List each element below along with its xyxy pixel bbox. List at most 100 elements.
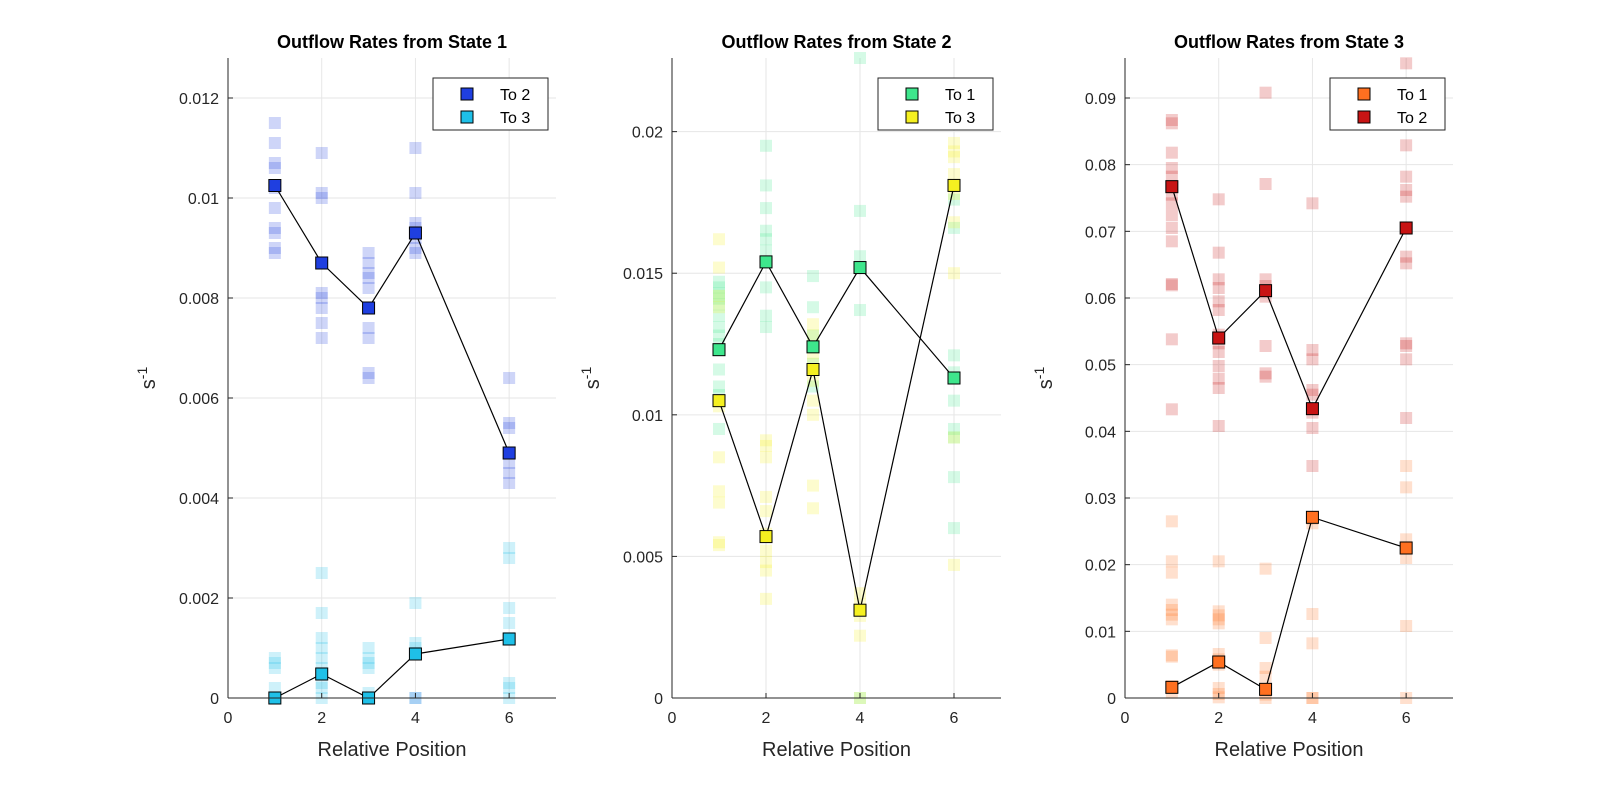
scatter-point: [1400, 460, 1413, 472]
scatter-point: [760, 556, 772, 569]
chart-title: Outflow Rates from State 1: [277, 32, 507, 52]
x-tick-label: 2: [1214, 710, 1223, 727]
scatter-point: [268, 247, 281, 259]
scatter-point: [713, 292, 725, 305]
scatter-point: [1306, 344, 1319, 356]
scatter-point: [315, 317, 328, 329]
scatter-point: [760, 244, 772, 257]
x-axis-label: Relative Position: [318, 739, 467, 761]
scatter-point: [948, 216, 960, 229]
scatter-point: [948, 471, 960, 484]
legend: To 1 To 3: [877, 77, 994, 131]
scatter-point: [1165, 162, 1178, 174]
scatter-point: [315, 302, 328, 314]
mean-marker: [315, 667, 329, 681]
scatter-point: [1212, 304, 1225, 316]
scatter-point: [713, 261, 725, 274]
scatter-point: [948, 349, 960, 362]
mean-marker: [806, 340, 820, 354]
scatter-point: [315, 607, 328, 619]
scatter-point: [807, 394, 819, 407]
mean-marker: [712, 394, 726, 408]
scatter-point: [1400, 170, 1413, 183]
y-tick-label: 0: [210, 691, 219, 708]
scatter-point: [713, 301, 725, 314]
scatter-point: [1212, 273, 1225, 286]
mean-marker: [1259, 284, 1273, 298]
scatter-point: [760, 490, 772, 503]
scatter-point: [503, 682, 516, 694]
scatter-point: [362, 267, 375, 279]
legend-label: To 3: [500, 110, 530, 127]
y-tick-label: 0.02: [632, 125, 663, 142]
y-tick-label: 0.08: [1085, 158, 1116, 175]
y-tick-label: 0.09: [1085, 91, 1116, 108]
scatter-point: [1165, 515, 1178, 528]
y-tick-label: 0.004: [179, 491, 219, 508]
scatter-point: [948, 394, 960, 407]
scatter-point: [362, 662, 375, 674]
scatter-point: [1400, 620, 1413, 632]
x-tick-label: 4: [411, 710, 420, 727]
scatter-point: [1165, 555, 1178, 568]
scatter-point: [1165, 613, 1178, 626]
scatter-point: [1212, 295, 1225, 308]
scatter-point: [1259, 562, 1272, 575]
scatter-point: [807, 329, 819, 342]
scatter-point: [362, 367, 375, 379]
scatter-point: [1400, 353, 1413, 366]
mean-marker: [408, 647, 422, 661]
y-tick-label: 0.01: [188, 191, 219, 208]
mean-marker: [853, 603, 867, 617]
scatter-point: [713, 422, 725, 435]
scatter-point: [1165, 222, 1178, 234]
scatter-point: [315, 332, 328, 344]
legend-box: [432, 77, 549, 131]
scatter-point: [948, 221, 960, 234]
y-tick-label: 0.006: [179, 391, 219, 408]
scatter-point: [1259, 178, 1272, 190]
scatter-point: [1400, 57, 1413, 70]
y-axis-label: s-1: [1031, 367, 1057, 390]
scatter-point: [1165, 649, 1178, 662]
scatter-point: [409, 247, 422, 259]
mean-marker: [1212, 655, 1226, 669]
scatter-point: [1400, 552, 1413, 564]
scatter-point: [713, 329, 725, 342]
scatter-point: [854, 52, 866, 64]
scatter-point: [1165, 278, 1178, 290]
scatter-point: [268, 652, 281, 664]
scatter-point: [1306, 608, 1319, 620]
y-tick-label: 0.008: [179, 291, 219, 308]
scatter-point: [854, 250, 866, 263]
scatter-point: [760, 281, 772, 294]
scatter-point: [409, 142, 422, 154]
y-tick-label: 0.005: [623, 549, 663, 566]
scatter-point: [1165, 117, 1178, 130]
scatter-point: [760, 202, 772, 215]
scatter-point: [760, 179, 772, 192]
scatter-point: [1306, 353, 1319, 366]
scatter-point: [1400, 184, 1413, 196]
scatter-point: [315, 682, 328, 694]
scatter-point: [1259, 370, 1272, 383]
y-tick-label: 0.015: [623, 266, 663, 283]
scatter-point: [1212, 382, 1225, 394]
scatter-point: [1306, 197, 1319, 210]
scatter-point: [1165, 608, 1178, 621]
scatter-point: [1212, 682, 1225, 694]
legend-label: To 3: [945, 110, 975, 127]
scatter-point: [268, 657, 281, 669]
scatter-point: [362, 257, 375, 269]
scatter-point: [503, 457, 516, 469]
scatter-point: [760, 321, 772, 334]
scatter-point: [362, 332, 375, 344]
scatter-point: [1400, 139, 1413, 152]
scatter-point: [1212, 346, 1225, 358]
scatter-point: [760, 233, 772, 246]
y-tick-label: 0.002: [179, 591, 219, 608]
scatter-point: [503, 467, 516, 479]
legend-marker: [460, 110, 474, 124]
scatter-point: [1165, 146, 1178, 159]
legend-label: To 2: [500, 87, 530, 104]
